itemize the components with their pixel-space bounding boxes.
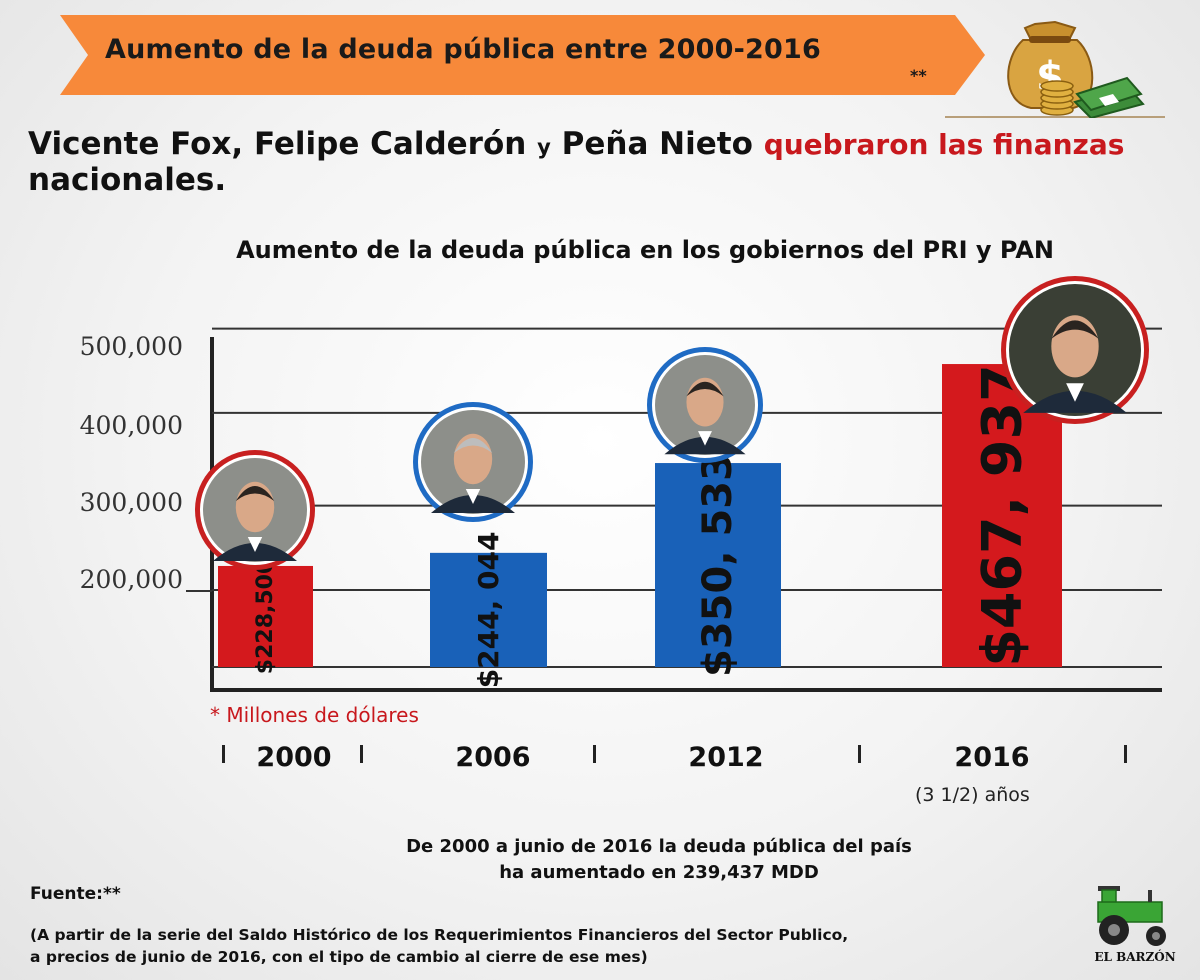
tractor-icon bbox=[1097, 886, 1166, 946]
axis-divider bbox=[1124, 745, 1127, 763]
headline-conjunction: y bbox=[537, 135, 551, 159]
source-label: Fuente:** bbox=[30, 884, 121, 904]
y-tick-label: 200,000 bbox=[80, 565, 183, 594]
data-label: $228,500 bbox=[253, 559, 278, 675]
source-text: (A partir de la serie del Saldo Históric… bbox=[30, 924, 848, 968]
axis-divider bbox=[593, 745, 596, 763]
year-note: (3 1/2) años bbox=[915, 784, 1030, 806]
portrait-avatar bbox=[413, 402, 533, 522]
title-banner bbox=[60, 15, 985, 95]
data-label: $350, 533 bbox=[695, 453, 741, 677]
y-tick-label: 300,000 bbox=[80, 488, 183, 517]
portrait-avatar bbox=[195, 450, 315, 570]
brand-logo-text: EL BARZÓN bbox=[1094, 950, 1176, 964]
data-label: $467, 937 bbox=[971, 364, 1034, 666]
x-tick-label: 2012 bbox=[688, 742, 764, 773]
money-bag-icon: $ bbox=[1007, 20, 1145, 118]
unit-note: * Millones de dólares bbox=[210, 703, 419, 727]
headline-name-last: Peña Nieto bbox=[561, 126, 753, 162]
bar bbox=[655, 463, 781, 667]
data-label: $244, 044 bbox=[472, 532, 505, 689]
x-tick-label: 2006 bbox=[455, 742, 531, 773]
source-line: (A partir de la serie del Saldo Históric… bbox=[30, 926, 849, 944]
headline-end: nacionales. bbox=[28, 162, 227, 198]
portrait-avatar bbox=[647, 347, 763, 463]
axis-divider bbox=[858, 745, 861, 763]
chart-title: Aumento de la deuda pública en los gobie… bbox=[236, 236, 1054, 264]
banner-footnote-mark: ** bbox=[910, 66, 927, 85]
headline-names: Vicente Fox, Felipe Calderón bbox=[28, 126, 527, 162]
portrait-avatar bbox=[1001, 276, 1149, 424]
axis-divider bbox=[222, 745, 225, 763]
source-line: a precios de junio de 2016, con el tipo … bbox=[30, 948, 648, 966]
y-tick-label: 500,000 bbox=[80, 332, 183, 361]
x-tick-label: 2000 bbox=[256, 742, 332, 773]
summary: De 2000 a junio de 2016 la deuda pública… bbox=[0, 834, 1200, 886]
summary-line: ha aumentado en 239,437 MDD bbox=[499, 862, 819, 883]
bar bbox=[430, 552, 547, 667]
headline: Vicente Fox, Felipe Calderón y Peña Niet… bbox=[28, 128, 1148, 197]
x-tick-label: 2016 bbox=[954, 742, 1030, 773]
banner-title: Aumento de la deuda pública entre 2000-2… bbox=[105, 34, 821, 65]
bar bbox=[218, 565, 313, 667]
y-tick-label: 400,000 bbox=[80, 411, 183, 440]
axis-divider bbox=[360, 745, 363, 763]
headline-accent: quebraron las finanzas bbox=[763, 128, 1125, 161]
banner-divider bbox=[945, 116, 1165, 118]
summary-line: De 2000 a junio de 2016 la deuda pública… bbox=[406, 836, 912, 857]
